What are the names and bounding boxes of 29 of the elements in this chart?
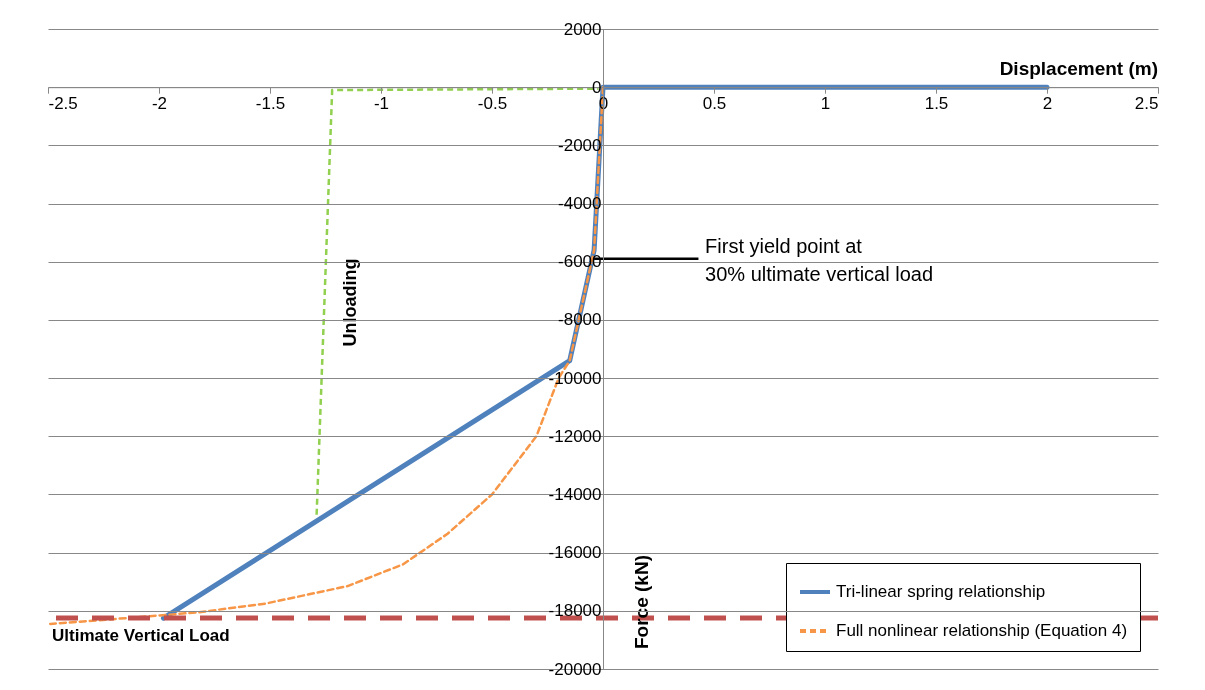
x-axis-title: Displacement (m) <box>999 58 1158 80</box>
x-tick-label: 0.5 <box>702 93 727 113</box>
y-tick-label: -20000 <box>548 659 602 679</box>
x-tick-label: 2.5 <box>1134 93 1159 113</box>
x-tick-label: -2 <box>151 93 168 113</box>
y-tick-label: -10000 <box>548 368 602 388</box>
y-tick-label: -12000 <box>548 426 602 446</box>
x-tick-label: -2.5 <box>48 93 78 113</box>
y-tick-label: -8000 <box>558 310 602 330</box>
y-tick-label: -2000 <box>558 135 602 155</box>
x-tick-label: 1 <box>820 93 831 113</box>
y-tick-label: -6000 <box>558 252 602 272</box>
annotation: First yield point at 30% ultimate vertical load <box>705 234 934 285</box>
y-axis-title: Force (kN) <box>631 555 652 649</box>
y-tick-label: -18000 <box>548 601 602 621</box>
annotation: Unloading <box>340 258 361 347</box>
x-tick-label: 1.5 <box>924 93 949 113</box>
y-tick-label: -4000 <box>558 194 602 214</box>
x-tick-label: -1 <box>373 93 390 113</box>
ref-line-label: Ultimate Vertical Load <box>52 626 230 646</box>
legend-label: Tri-linear spring relationship <box>836 582 1046 601</box>
x-tick-label: 2 <box>1042 93 1053 113</box>
y-tick-label: 0 <box>592 77 602 97</box>
legend-label: Full nonlinear relationship (Equation 4) <box>836 621 1128 640</box>
x-tick-label: -0.5 <box>477 93 508 113</box>
x-tick-label: -1.5 <box>255 93 286 113</box>
y-tick-label: -16000 <box>548 543 602 563</box>
y-tick-label: -14000 <box>548 484 602 504</box>
y-tick-label: 2000 <box>563 19 602 39</box>
